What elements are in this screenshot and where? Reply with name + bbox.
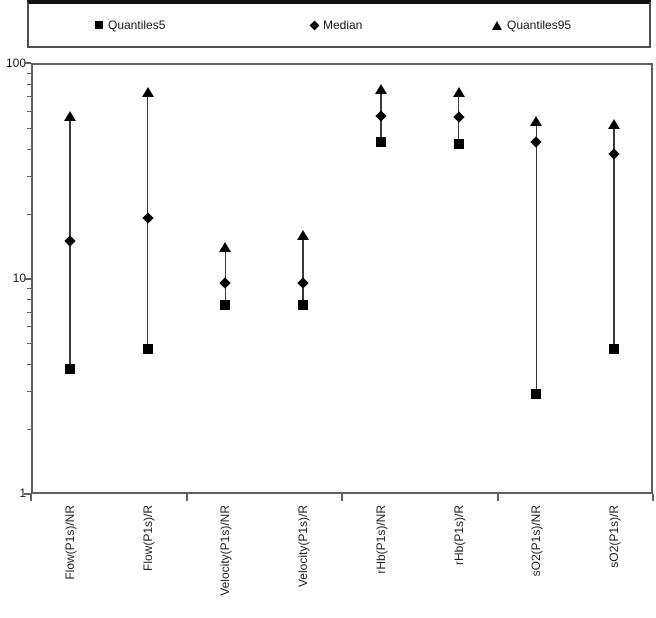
legend-label: Median (323, 18, 363, 32)
y-axis-minor-tick (27, 127, 31, 129)
y-axis-minor-tick (27, 326, 31, 328)
legend-box: Quantiles5 Median Quantiles95 (27, 0, 651, 48)
quantiles5-marker (531, 389, 542, 400)
triangle-marker-icon (492, 20, 502, 30)
y-axis-major-tick (24, 62, 31, 64)
y-axis-minor-tick (27, 148, 31, 150)
y-axis-minor-tick (27, 391, 31, 393)
x-axis-tick (341, 494, 343, 501)
x-axis-label: Flow(P1s)/R (140, 505, 155, 572)
y-axis-minor-tick (27, 83, 31, 85)
x-axis-label: sO2(P1s)/R (607, 505, 622, 568)
quantiles95-marker (374, 83, 387, 94)
x-axis-label: Velocity(P1s)/NR (218, 505, 233, 596)
x-axis-tick (496, 494, 499, 501)
y-axis-minor-tick (27, 96, 31, 98)
quantile-range-line (535, 120, 538, 395)
x-axis-tick (185, 494, 188, 501)
legend-label: Quantiles95 (507, 18, 572, 32)
quantiles5-marker (142, 344, 153, 355)
x-axis-tick (30, 494, 32, 501)
legend-label: Quantiles5 (108, 18, 166, 32)
y-axis-minor-tick (27, 72, 31, 74)
quantiles5-marker (609, 344, 620, 355)
plot-area (31, 63, 653, 494)
y-axis-major-tick (24, 493, 31, 495)
y-axis-minor-tick (27, 311, 31, 313)
quantiles95-marker (530, 115, 543, 126)
quantiles95-marker (141, 87, 154, 98)
y-axis-tick-label-1: 1 (19, 486, 26, 500)
x-axis-label: rHb(P1s)/NR (373, 505, 388, 574)
quantiles95-marker (297, 229, 310, 240)
x-axis-label: Flow(P1s)/NR (62, 505, 77, 580)
quantile-range-line (224, 247, 227, 306)
quantiles5-marker (375, 136, 386, 147)
quantiles5-marker (64, 364, 75, 375)
diamond-marker-icon (309, 20, 320, 30)
y-axis-tick-label-100: 100 (5, 56, 26, 70)
quantiles95-marker (219, 242, 232, 252)
square-marker-icon (95, 21, 103, 29)
y-axis-minor-tick (27, 299, 31, 301)
quantiles5-marker (453, 139, 464, 150)
y-axis-minor-tick (27, 288, 31, 290)
y-axis-minor-tick (27, 364, 31, 366)
quantiles95-marker (608, 119, 621, 130)
y-axis-tick-label-10: 10 (12, 271, 26, 285)
legend-entry-quantiles95: Quantiles95 (492, 4, 571, 46)
x-axis-label: Velocity(P1s)/R (296, 505, 311, 588)
y-axis-major-tick (24, 277, 31, 280)
y-axis-minor-tick (27, 175, 31, 177)
quantile-range-line (302, 234, 304, 306)
quantiles95-marker (452, 87, 465, 98)
y-axis-minor-tick (27, 110, 31, 112)
x-axis-tick (652, 494, 654, 501)
x-axis-label: rHb(P1s)/R (451, 505, 466, 566)
legend-entry-quantiles5: Quantiles5 (95, 4, 165, 46)
x-axis-label: sO2(P1s)/NR (529, 505, 544, 577)
quantile-range-line (613, 124, 615, 350)
quantiles5-marker (220, 300, 231, 311)
y-axis-minor-tick (27, 343, 31, 345)
quantiles95-marker (63, 110, 76, 121)
y-axis-minor-tick (27, 213, 31, 215)
y-axis-minor-tick (27, 429, 31, 431)
quantiles5-marker (298, 300, 309, 311)
legend-entry-median: Median (309, 4, 363, 46)
